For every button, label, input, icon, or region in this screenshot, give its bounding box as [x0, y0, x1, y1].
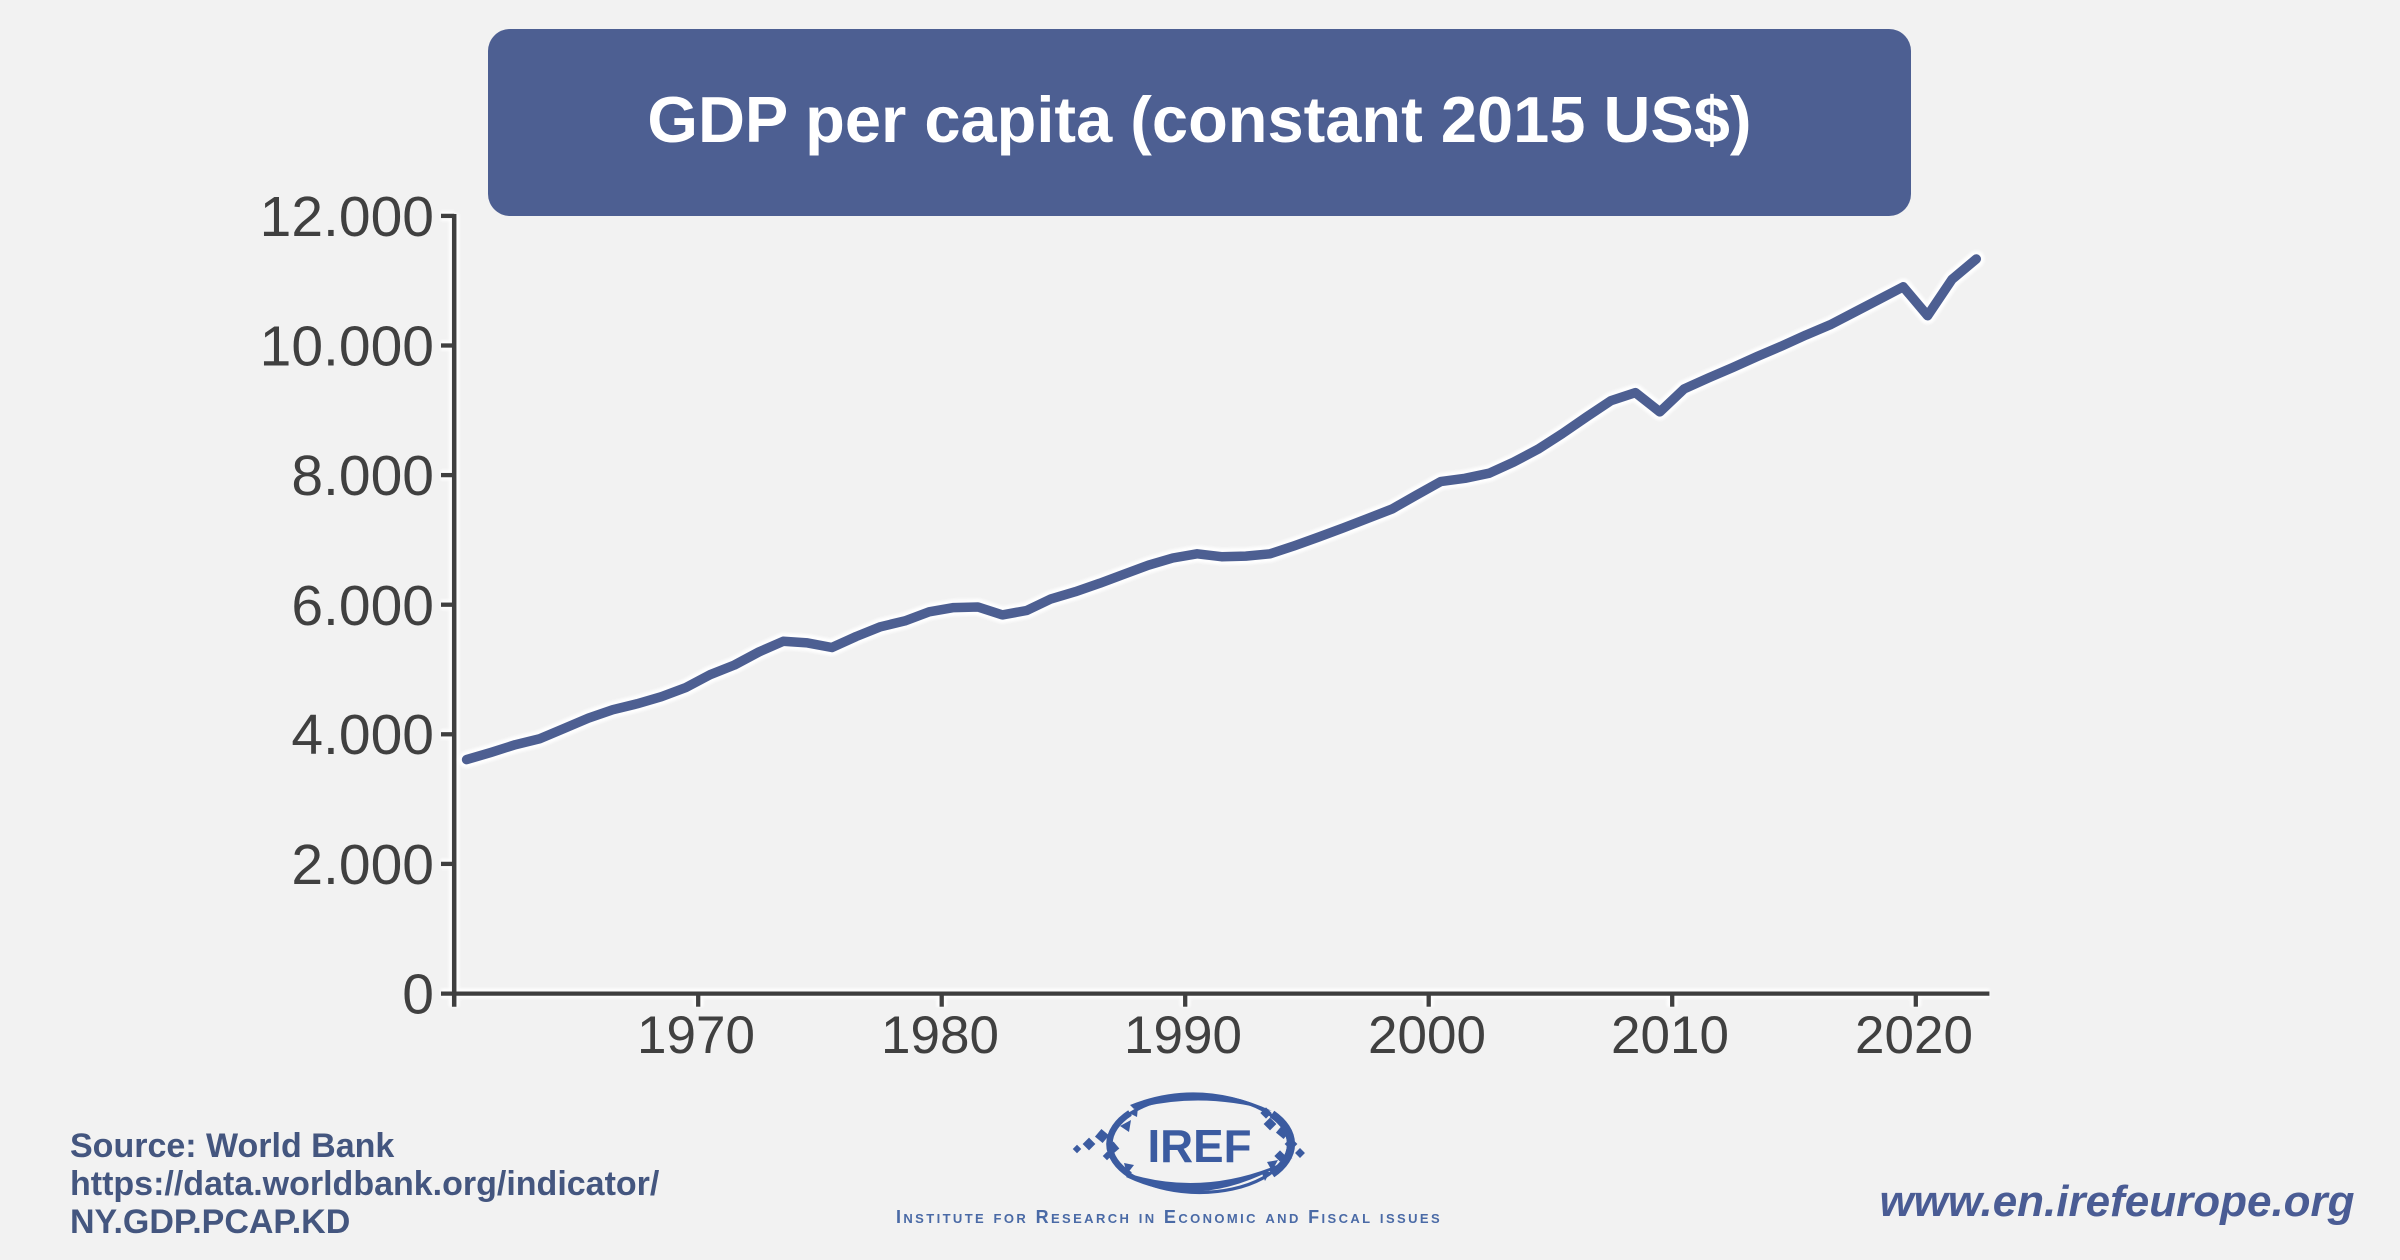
svg-text:2010: 2010 — [1611, 1006, 1729, 1065]
svg-text:6.000: 6.000 — [291, 574, 434, 638]
svg-text:1990: 1990 — [1124, 1006, 1242, 1065]
svg-text:12.000: 12.000 — [260, 185, 434, 249]
svg-text:0: 0 — [402, 963, 434, 1027]
svg-text:1980: 1980 — [881, 1006, 999, 1065]
svg-text:10.000: 10.000 — [260, 315, 434, 379]
svg-text:2000: 2000 — [1368, 1006, 1486, 1065]
svg-text:1970: 1970 — [637, 1006, 755, 1065]
svg-text:8.000: 8.000 — [291, 444, 434, 508]
svg-text:2020: 2020 — [1855, 1006, 1973, 1065]
svg-text:4.000: 4.000 — [291, 703, 434, 767]
svg-text:IREF: IREF — [1148, 1120, 1252, 1172]
svg-text:2.000: 2.000 — [291, 833, 434, 897]
